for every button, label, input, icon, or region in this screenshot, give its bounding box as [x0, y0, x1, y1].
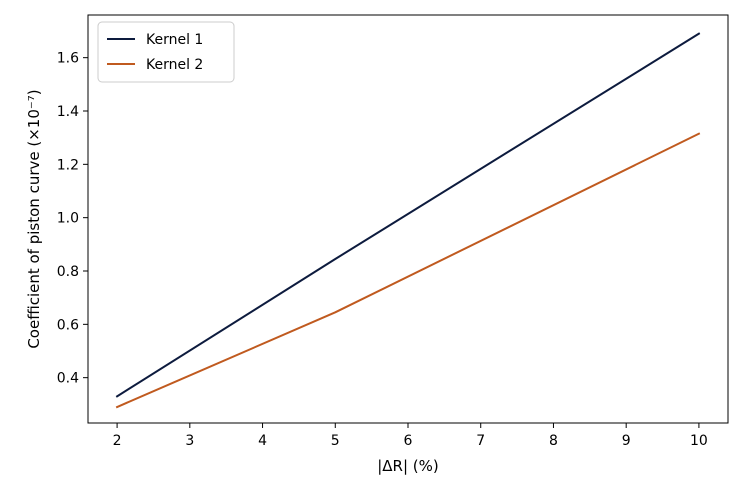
x-axis-label: |ΔR| (%) [377, 457, 439, 475]
x-tick-label: 3 [185, 433, 194, 449]
legend-box [97, 21, 235, 83]
x-tick-label: 10 [690, 433, 708, 449]
y-tick-label: 0.6 [57, 317, 79, 333]
y-tick-label: 1.0 [57, 211, 79, 227]
legend: Kernel 1 Kernel 2 [97, 21, 235, 83]
legend-label: Kernel 1 [146, 32, 203, 48]
series-layer [115, 32, 701, 409]
plot-frame [87, 14, 729, 424]
x-tick-label: 9 [622, 433, 631, 449]
x-tick-label: 8 [549, 433, 558, 449]
y-tick-label: 0.8 [57, 264, 79, 280]
x-tick-label: 2 [113, 433, 122, 449]
legend-label: Kernel 2 [146, 57, 203, 73]
y-axis-label: Coefficient of piston curve (×10⁻⁷) [25, 89, 43, 348]
x-tick-label: 7 [476, 433, 485, 449]
y-tick-label: 1.6 [57, 51, 79, 67]
x-tick-label: 4 [258, 433, 267, 449]
x-tick-label: 5 [331, 433, 340, 449]
y-tick-label: 1.4 [57, 104, 79, 120]
y-axis: 0.4 0.6 0.8 1.0 1.2 1.4 1.6 [57, 51, 88, 387]
y-tick-label: 0.4 [57, 371, 79, 387]
series-line-1 [115, 32, 701, 398]
x-tick-label: 6 [404, 433, 413, 449]
x-axis: 2 3 4 5 6 7 8 9 10 [113, 423, 708, 449]
y-tick-label: 1.2 [57, 157, 79, 173]
series-line-2 [115, 132, 701, 409]
